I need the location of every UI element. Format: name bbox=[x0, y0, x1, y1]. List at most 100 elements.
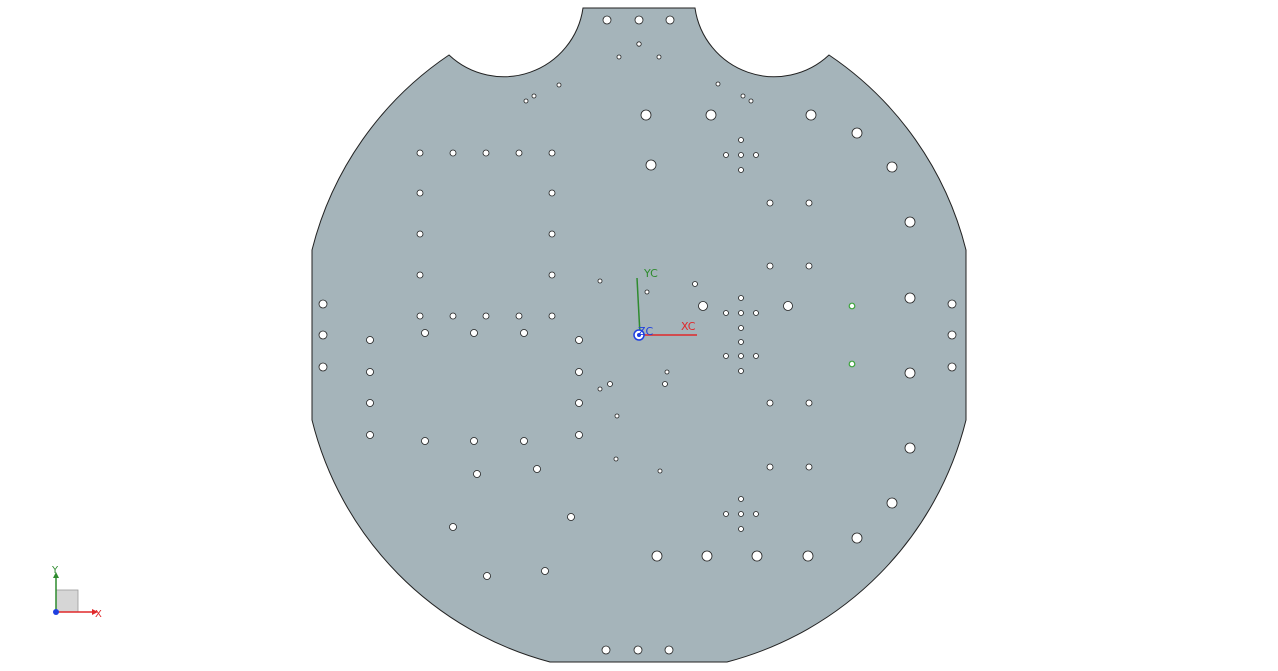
hole[interactable] bbox=[633, 645, 643, 655]
hole[interactable] bbox=[515, 149, 523, 157]
hole[interactable] bbox=[366, 431, 374, 439]
hole[interactable] bbox=[575, 368, 583, 376]
hole[interactable] bbox=[753, 310, 759, 316]
hole[interactable] bbox=[567, 513, 575, 521]
hole[interactable] bbox=[738, 511, 744, 517]
hole[interactable] bbox=[318, 330, 328, 340]
hole[interactable] bbox=[766, 199, 774, 207]
hole[interactable] bbox=[548, 312, 556, 320]
hole[interactable] bbox=[473, 470, 481, 478]
hole[interactable] bbox=[715, 81, 721, 87]
hole[interactable] bbox=[470, 437, 478, 445]
hole[interactable] bbox=[575, 431, 583, 439]
hole[interactable] bbox=[738, 353, 744, 359]
hole[interactable] bbox=[548, 230, 556, 238]
hole[interactable] bbox=[766, 399, 774, 407]
hole[interactable] bbox=[597, 386, 603, 392]
hole[interactable] bbox=[904, 442, 916, 454]
hole[interactable] bbox=[416, 230, 424, 238]
hole[interactable] bbox=[470, 329, 478, 337]
hole[interactable] bbox=[753, 511, 759, 517]
hole[interactable] bbox=[904, 292, 916, 304]
hole[interactable] bbox=[665, 15, 675, 25]
hole[interactable] bbox=[698, 301, 708, 311]
hole[interactable] bbox=[366, 336, 374, 344]
hole[interactable] bbox=[947, 299, 957, 309]
hole[interactable] bbox=[520, 329, 528, 337]
hole[interactable] bbox=[318, 362, 328, 372]
hole[interactable] bbox=[616, 54, 622, 60]
hole[interactable] bbox=[644, 289, 650, 295]
hole[interactable] bbox=[548, 271, 556, 279]
hole[interactable] bbox=[640, 109, 652, 121]
hole[interactable] bbox=[753, 152, 759, 158]
hole[interactable] bbox=[904, 216, 916, 228]
hole[interactable] bbox=[636, 41, 642, 47]
hole[interactable] bbox=[723, 511, 729, 517]
hole[interactable] bbox=[421, 437, 429, 445]
hole[interactable] bbox=[738, 295, 744, 301]
hole[interactable] bbox=[738, 137, 744, 143]
hole[interactable] bbox=[548, 149, 556, 157]
hole[interactable] bbox=[802, 550, 814, 562]
hole[interactable] bbox=[766, 262, 774, 270]
hole[interactable] bbox=[805, 463, 813, 471]
wcs-triad[interactable]: XC YC ZC bbox=[633, 267, 697, 341]
hole[interactable] bbox=[318, 299, 328, 309]
hole[interactable] bbox=[738, 152, 744, 158]
hole[interactable] bbox=[947, 362, 957, 372]
hole[interactable] bbox=[416, 271, 424, 279]
hole[interactable] bbox=[575, 399, 583, 407]
hole[interactable] bbox=[520, 437, 528, 445]
hole[interactable] bbox=[657, 468, 663, 474]
hole[interactable] bbox=[886, 161, 898, 173]
hole[interactable] bbox=[449, 149, 457, 157]
hole[interactable] bbox=[416, 149, 424, 157]
hole[interactable] bbox=[886, 497, 898, 509]
hole[interactable] bbox=[738, 325, 744, 331]
hole[interactable] bbox=[523, 98, 529, 104]
hole[interactable] bbox=[651, 550, 663, 562]
hole[interactable] bbox=[723, 310, 729, 316]
hole[interactable] bbox=[634, 15, 644, 25]
hole[interactable] bbox=[705, 109, 717, 121]
hole[interactable] bbox=[366, 399, 374, 407]
hole[interactable] bbox=[483, 572, 491, 580]
view-triad[interactable]: X Y bbox=[51, 565, 102, 620]
hole[interactable] bbox=[783, 301, 793, 311]
hole[interactable] bbox=[662, 381, 668, 387]
hole[interactable] bbox=[449, 312, 457, 320]
hole[interactable] bbox=[482, 149, 490, 157]
hole[interactable] bbox=[738, 339, 744, 345]
hole[interactable] bbox=[556, 82, 562, 88]
hole[interactable] bbox=[645, 159, 657, 171]
hole[interactable] bbox=[723, 353, 729, 359]
hole[interactable] bbox=[738, 167, 744, 173]
hole[interactable] bbox=[515, 312, 523, 320]
hole[interactable] bbox=[805, 199, 813, 207]
hole[interactable] bbox=[607, 381, 613, 387]
wcs-y-axis[interactable] bbox=[636, 277, 641, 336]
hole[interactable] bbox=[947, 330, 957, 340]
hole[interactable] bbox=[805, 109, 817, 121]
hole[interactable] bbox=[851, 127, 863, 139]
hole[interactable] bbox=[548, 189, 556, 197]
hole[interactable] bbox=[738, 526, 744, 532]
hole[interactable] bbox=[904, 367, 916, 379]
hole[interactable] bbox=[416, 312, 424, 320]
hole[interactable] bbox=[449, 523, 457, 531]
hole[interactable] bbox=[851, 532, 863, 544]
hole[interactable] bbox=[421, 329, 429, 337]
hole[interactable] bbox=[575, 336, 583, 344]
hole[interactable] bbox=[664, 369, 670, 375]
hole[interactable] bbox=[416, 189, 424, 197]
hole[interactable] bbox=[805, 399, 813, 407]
hole[interactable] bbox=[738, 496, 744, 502]
hole[interactable] bbox=[614, 413, 620, 419]
hole[interactable] bbox=[753, 353, 759, 359]
hole[interactable] bbox=[751, 550, 763, 562]
hole[interactable] bbox=[601, 645, 611, 655]
hole[interactable] bbox=[805, 262, 813, 270]
hole[interactable] bbox=[656, 54, 662, 60]
